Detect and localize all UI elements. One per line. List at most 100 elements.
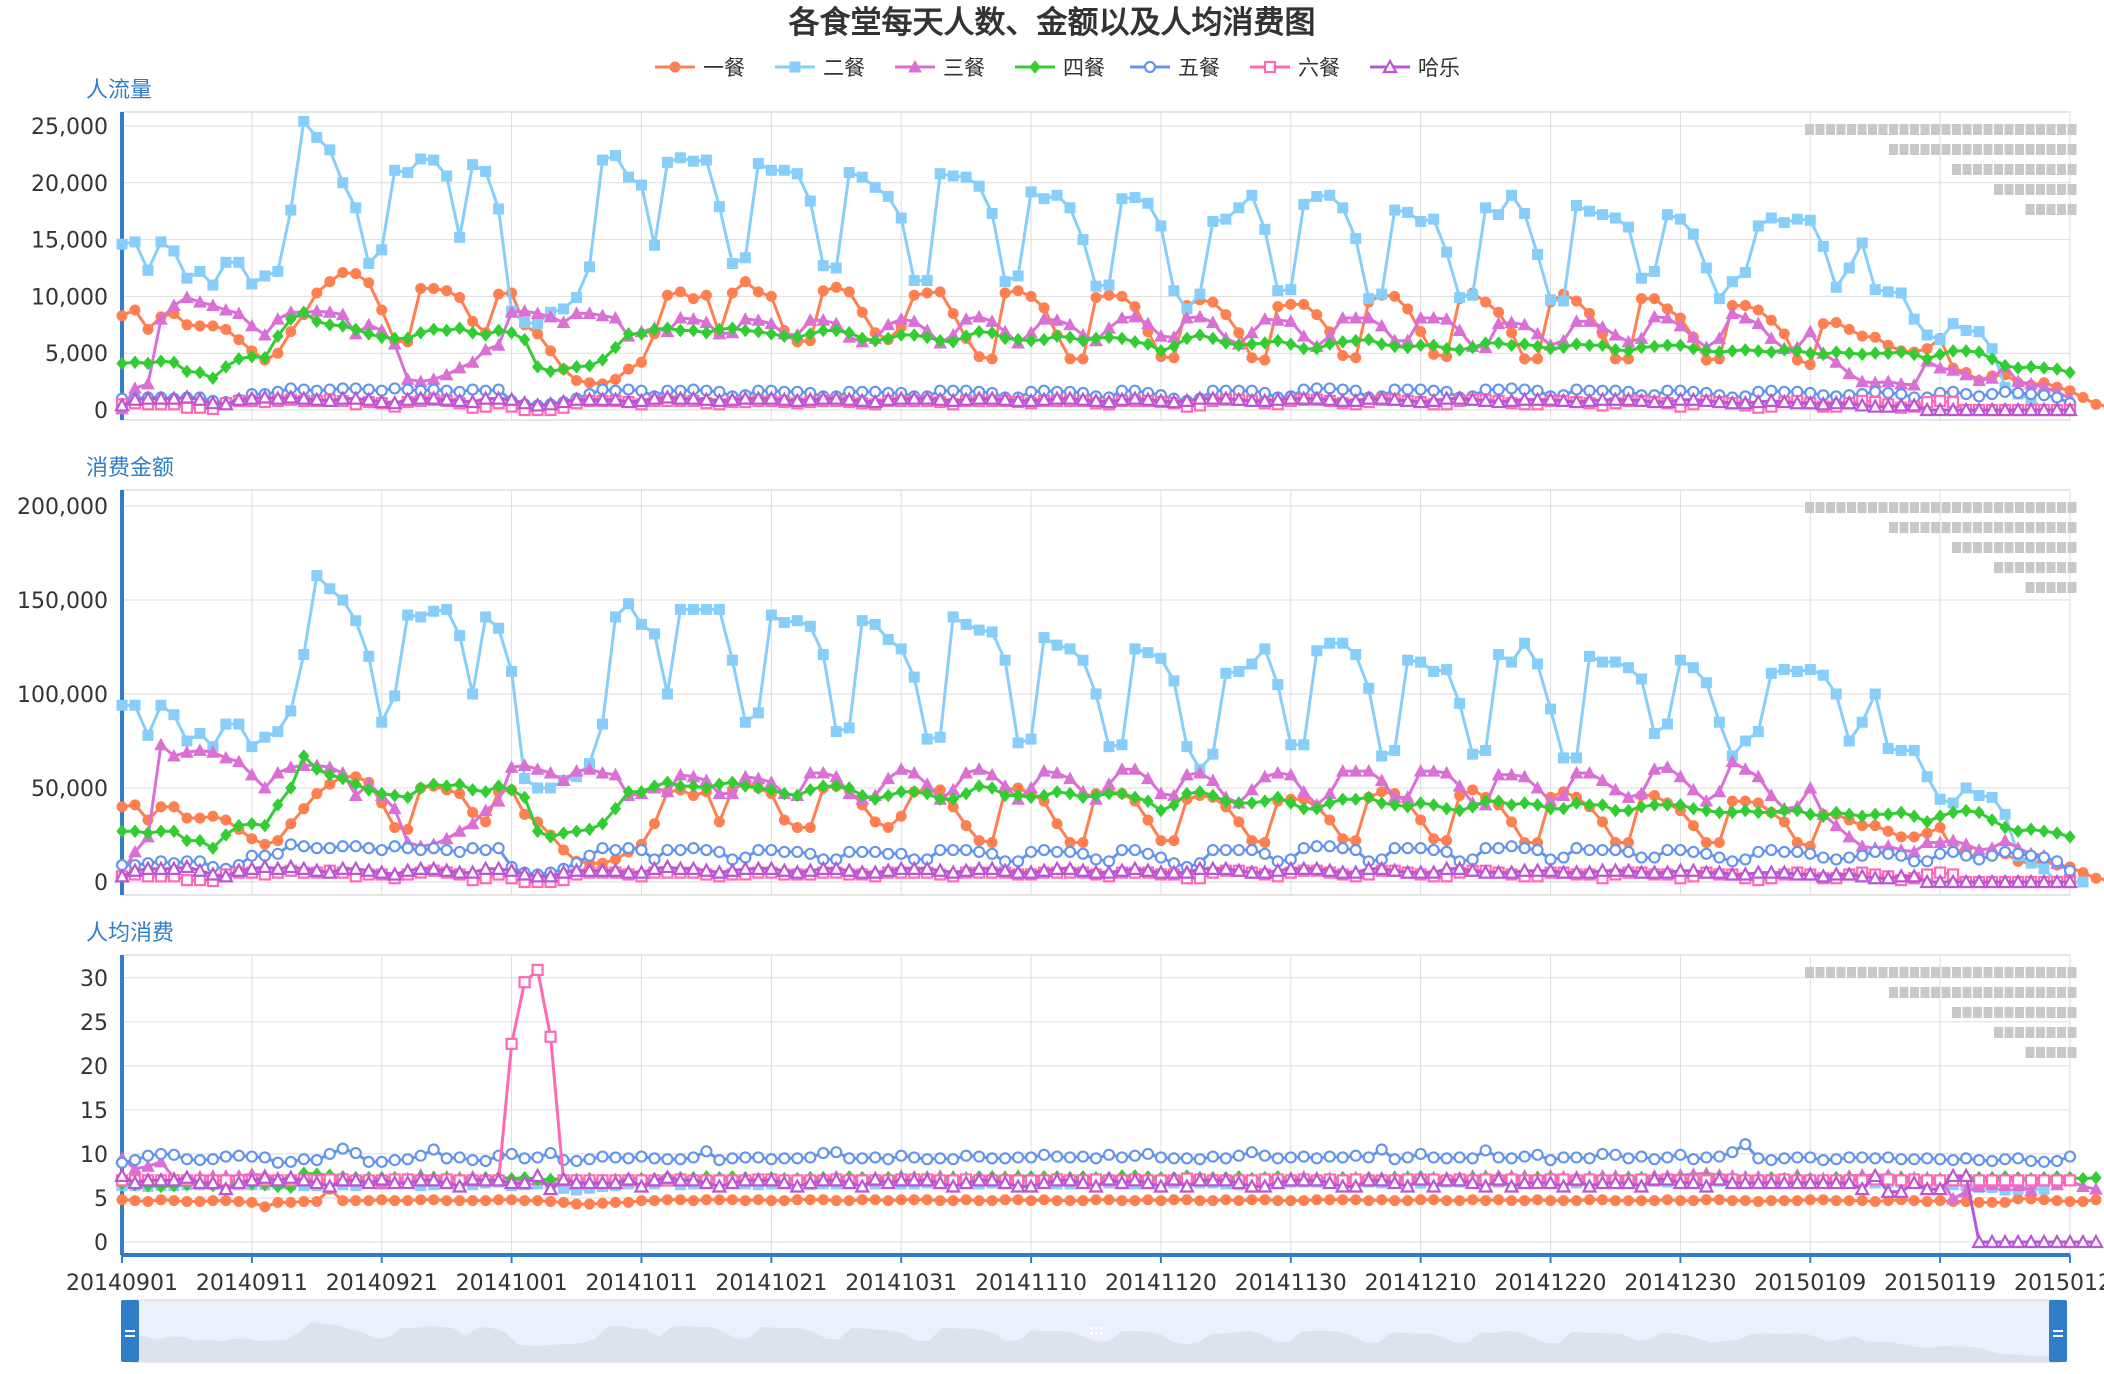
legend-item[interactable]: 四餐 [1015, 56, 1105, 80]
data-point [1440, 801, 1453, 816]
data-point [1220, 667, 1232, 679]
toolbox-buttons[interactable] [1805, 124, 2077, 215]
data-point [622, 842, 635, 855]
toolbox-glyph [2036, 502, 2045, 513]
data-point [594, 1174, 611, 1190]
data-point [986, 837, 998, 849]
toolbox-buttons[interactable] [1805, 967, 2077, 1058]
data-point [1672, 862, 1689, 877]
data-point [1609, 843, 1622, 857]
data-point [895, 847, 908, 860]
legend-item[interactable]: 三餐 [895, 56, 985, 80]
data-point [739, 276, 751, 288]
data-point [1479, 794, 1492, 808]
data-point [2051, 362, 2063, 376]
zoom-handle-right[interactable] [2049, 1300, 2067, 1362]
data-point [2077, 392, 2089, 404]
data-point [1583, 798, 1596, 812]
data-point [1596, 843, 1609, 857]
data-point [530, 762, 545, 775]
data-point [1063, 845, 1077, 859]
data-point [480, 165, 492, 177]
data-point [376, 1194, 388, 1206]
data-point [687, 1151, 700, 1164]
data-point [233, 1195, 245, 1207]
data-point [932, 391, 949, 406]
data-point [1659, 393, 1676, 409]
data-point [1350, 333, 1362, 348]
legend-label: 六餐 [1298, 56, 1340, 80]
data-point [1595, 773, 1610, 786]
data-point [765, 164, 777, 176]
data-point [297, 840, 310, 853]
data-point [635, 179, 647, 191]
data-point [1206, 843, 1219, 857]
data-point [804, 1151, 817, 1164]
data-point [1323, 840, 1336, 853]
data-point [1920, 835, 1934, 849]
legend-item[interactable]: 一餐 [655, 56, 745, 80]
data-point [1129, 335, 1141, 349]
data-point [635, 327, 648, 341]
data-point [1752, 220, 1764, 232]
data-point [1285, 739, 1297, 751]
data-point [1466, 1152, 1479, 1165]
data-point [2038, 361, 2050, 375]
data-point [2077, 1171, 2089, 1186]
data-point [1103, 289, 1115, 301]
data-point [219, 1150, 232, 1163]
data-point [207, 810, 219, 822]
data-point [414, 1149, 427, 1162]
data-point [1220, 213, 1232, 225]
data-point [168, 355, 180, 370]
grip-icon [125, 1335, 135, 1337]
data-point [1698, 864, 1715, 879]
data-point [194, 265, 206, 277]
data-point [1622, 344, 1635, 358]
toolbox-glyph [1920, 522, 1930, 533]
data-point [337, 771, 349, 786]
data-point [763, 390, 780, 405]
legend-item[interactable]: 五餐 [1130, 56, 1220, 80]
data-point [454, 630, 466, 642]
data-point [921, 1194, 933, 1206]
data-point [1440, 1152, 1453, 1165]
data-point [1324, 637, 1336, 649]
legend-item[interactable]: 二餐 [775, 56, 865, 80]
data-point [504, 305, 519, 318]
data-point [1893, 397, 1910, 412]
toolbox-glyph [1983, 502, 1993, 513]
data-point [555, 393, 572, 409]
zoom-center-grip-icon[interactable] [1090, 1327, 1103, 1335]
toolbox-glyph [2036, 144, 2045, 155]
data-point [1103, 330, 1115, 345]
data-point [516, 1174, 533, 1190]
data-point [1999, 1196, 2011, 1208]
data-point [466, 383, 479, 396]
data-point [2038, 824, 2050, 839]
toolbox-buttons[interactable] [1805, 502, 2077, 593]
data-point [1895, 1153, 1908, 1166]
data-point [828, 390, 845, 405]
data-point [999, 654, 1011, 666]
data-point [363, 1195, 375, 1207]
data-point [1997, 873, 2013, 889]
data-point [415, 153, 427, 165]
data-zoom-slider[interactable] [121, 1299, 2067, 1363]
legend-item[interactable]: 六餐 [1250, 56, 1340, 80]
data-point [856, 1194, 868, 1206]
series-二餐 [116, 115, 2076, 416]
legend-item[interactable]: 哈乐 [1370, 56, 1460, 80]
data-point [1233, 1195, 1245, 1207]
data-point [1518, 1150, 1531, 1163]
data-point [1297, 842, 1310, 855]
toolbox-glyph [2036, 1027, 2045, 1038]
zoom-handle-left[interactable] [121, 1300, 139, 1362]
toolbox-glyph [2067, 1027, 2077, 1038]
data-point [776, 862, 793, 877]
data-point [1934, 1153, 1947, 1166]
data-point [116, 699, 128, 711]
data-point [1542, 862, 1559, 877]
data-point [1219, 1152, 1232, 1165]
data-point [960, 820, 972, 832]
